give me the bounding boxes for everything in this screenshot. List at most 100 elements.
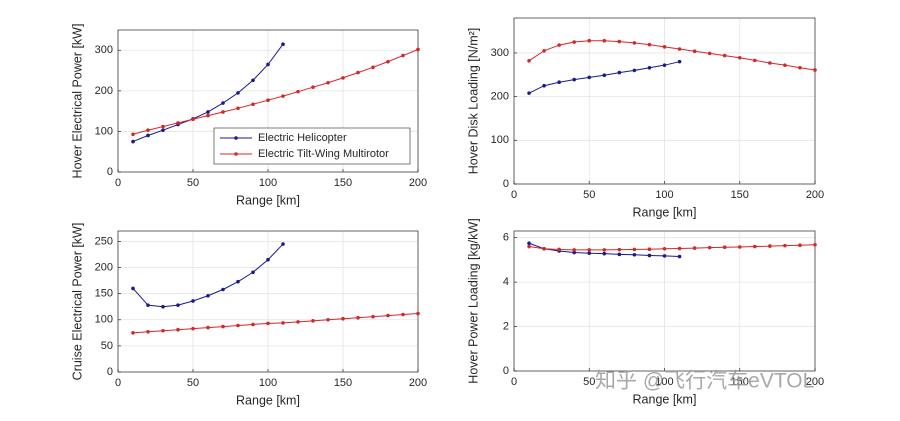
point — [221, 287, 225, 292]
point — [131, 139, 135, 144]
point — [356, 315, 360, 320]
x-tick-label: 50 — [187, 177, 199, 189]
point — [602, 38, 607, 43]
point — [341, 316, 345, 321]
point — [206, 293, 210, 298]
point — [542, 246, 546, 251]
point — [692, 246, 697, 250]
point — [647, 247, 652, 252]
x-tick-label: 0 — [511, 376, 517, 388]
x-tick-label: 150 — [334, 377, 352, 389]
point — [798, 66, 802, 70]
y-axis-label: Cruise Electrical Power [kW] — [70, 223, 84, 381]
point — [587, 248, 592, 252]
axes-box — [513, 17, 816, 185]
legend-marker — [234, 152, 238, 156]
x-tick-label: 100 — [259, 377, 277, 389]
legend-box — [213, 127, 411, 165]
point — [266, 257, 270, 262]
point — [356, 70, 360, 75]
x-tick-label: 200 — [806, 189, 824, 201]
y-tick-label: 100 — [95, 314, 113, 326]
point — [191, 326, 195, 331]
point — [416, 47, 420, 52]
point — [647, 42, 652, 47]
series-line — [528, 40, 816, 71]
point — [191, 117, 195, 122]
point — [587, 75, 592, 80]
y-tick-label: 50 — [101, 340, 113, 352]
x-tick-label: 0 — [511, 189, 517, 201]
axes-box — [117, 29, 419, 173]
y-tick-label: 100 — [95, 125, 113, 137]
point — [632, 252, 637, 257]
point — [221, 324, 225, 329]
point — [146, 133, 150, 138]
series-line — [132, 313, 419, 334]
point — [632, 68, 637, 73]
point — [401, 53, 405, 58]
point — [281, 94, 285, 98]
y-tick-label: 0 — [107, 166, 113, 178]
point — [416, 311, 420, 316]
axes-box — [117, 230, 419, 373]
point — [176, 121, 180, 125]
x-tick-label: 100 — [259, 177, 277, 189]
point — [617, 39, 622, 44]
series-line — [528, 244, 816, 251]
x-tick-label: 150 — [731, 189, 749, 201]
point — [251, 78, 255, 83]
point — [161, 328, 165, 333]
point — [326, 80, 330, 85]
y-tick-label: 100 — [491, 134, 509, 146]
point — [753, 244, 757, 249]
x-tick-label: 50 — [583, 189, 595, 201]
point — [251, 322, 255, 327]
point — [572, 250, 576, 255]
point — [311, 319, 315, 323]
point — [161, 128, 165, 133]
point — [281, 242, 285, 246]
point — [692, 49, 697, 53]
point — [131, 331, 135, 335]
point — [572, 77, 576, 82]
point — [206, 110, 210, 114]
y-tick-label: 200 — [95, 261, 113, 273]
y-tick-label: 200 — [95, 85, 113, 97]
point — [662, 246, 667, 251]
point — [783, 63, 787, 67]
point — [587, 251, 592, 256]
point — [146, 303, 150, 307]
point — [677, 59, 682, 64]
legend-label: Electric Helicopter — [258, 132, 347, 144]
point — [707, 245, 712, 250]
x-tick-label: 150 — [731, 376, 749, 388]
point — [617, 252, 622, 257]
point — [251, 270, 255, 275]
point — [527, 91, 531, 95]
legend-marker — [234, 136, 238, 140]
point — [296, 320, 300, 324]
point — [266, 98, 270, 102]
point — [176, 303, 180, 307]
point — [677, 246, 682, 251]
point — [542, 48, 546, 53]
point — [737, 245, 742, 249]
y-tick-label: 300 — [491, 47, 509, 59]
y-tick-label: 0 — [107, 366, 113, 378]
y-tick-label: 300 — [95, 44, 113, 56]
point — [281, 42, 285, 46]
point — [371, 314, 375, 319]
point — [617, 247, 622, 252]
point — [707, 51, 712, 56]
point — [236, 106, 240, 111]
point — [632, 247, 637, 252]
point — [677, 254, 682, 259]
point — [557, 247, 561, 252]
point — [602, 248, 607, 252]
x-tick-label: 0 — [115, 177, 121, 189]
point — [221, 110, 225, 114]
x-tick-label: 200 — [409, 177, 427, 189]
point — [662, 254, 667, 258]
